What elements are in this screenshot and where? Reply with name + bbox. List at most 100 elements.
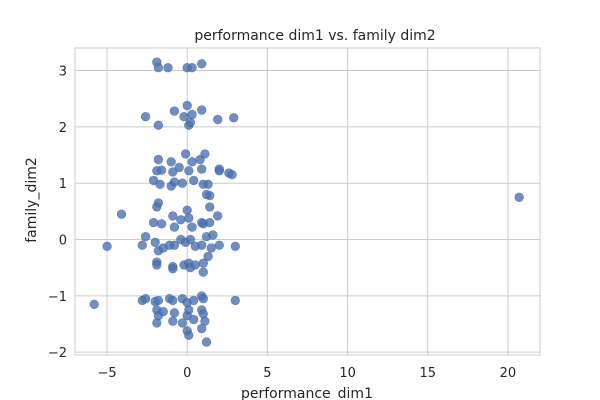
data-point <box>200 149 210 159</box>
x-tick-labels: −5 0 5 10 15 20 <box>97 366 516 381</box>
y-tick-label: −2 <box>48 346 67 361</box>
data-point <box>168 295 178 306</box>
data-point <box>203 251 213 262</box>
data-point <box>214 164 225 174</box>
data-point <box>190 260 201 270</box>
data-point <box>198 267 209 277</box>
data-point <box>229 113 239 123</box>
data-point <box>185 117 196 128</box>
data-point <box>184 330 194 340</box>
data-point <box>180 149 191 159</box>
x-tick-label: 5 <box>263 366 271 381</box>
data-point <box>189 175 199 186</box>
data-point <box>89 299 99 309</box>
data-point <box>150 237 160 248</box>
data-point <box>197 323 207 334</box>
data-point <box>152 318 162 328</box>
x-tick-label: 10 <box>339 366 356 381</box>
data-point <box>140 111 151 122</box>
data-point <box>137 240 148 250</box>
data-point <box>168 211 178 221</box>
data-point <box>184 213 194 223</box>
data-point <box>185 234 196 245</box>
y-tick-label: 3 <box>59 65 67 80</box>
data-point <box>189 295 199 306</box>
data-point <box>152 202 162 212</box>
data-point <box>166 157 176 167</box>
x-axis-label: performance_dim1 <box>241 386 373 400</box>
y-tick-label: 2 <box>59 121 67 136</box>
plot-area-frame <box>74 47 541 356</box>
data-point <box>177 318 188 328</box>
data-points <box>89 57 524 347</box>
data-point <box>168 167 178 177</box>
data-point <box>187 157 197 167</box>
data-point <box>198 294 209 304</box>
data-point <box>177 178 188 188</box>
data-point <box>169 240 180 250</box>
data-point <box>168 264 178 274</box>
data-point <box>152 260 162 270</box>
data-point <box>187 62 197 73</box>
data-point <box>156 219 167 229</box>
y-tick-label: −1 <box>48 290 67 305</box>
y-tick-labels: −2 −1 0 1 2 3 <box>48 65 67 362</box>
data-point <box>514 192 524 203</box>
data-point <box>148 217 159 228</box>
data-point <box>205 217 215 228</box>
data-point <box>205 202 215 212</box>
data-point <box>230 295 241 306</box>
x-tick-label: 20 <box>500 366 517 381</box>
data-point <box>184 305 194 315</box>
data-point <box>102 241 112 252</box>
data-point <box>187 222 197 232</box>
x-tick-label: 0 <box>183 366 191 381</box>
data-point <box>182 100 192 111</box>
data-point <box>206 243 217 253</box>
chart-title: performance dim1 vs. family dim2 <box>194 28 435 44</box>
data-point <box>158 306 168 317</box>
data-point <box>116 209 127 219</box>
data-point <box>174 162 184 173</box>
data-point <box>155 179 165 190</box>
data-point <box>182 205 192 215</box>
data-point <box>197 164 207 174</box>
data-point <box>166 181 176 191</box>
data-point <box>153 120 164 130</box>
data-point <box>208 230 218 240</box>
data-point <box>197 240 207 250</box>
data-point <box>176 215 186 225</box>
data-point <box>198 258 209 268</box>
data-point <box>153 62 164 73</box>
data-point <box>213 211 223 221</box>
data-point <box>189 314 199 325</box>
data-point <box>169 106 180 116</box>
data-point <box>201 189 212 200</box>
grid-lines <box>75 48 540 355</box>
data-point <box>163 62 173 73</box>
data-point <box>213 114 223 125</box>
data-point <box>153 154 164 165</box>
y-tick-label: 1 <box>59 177 67 192</box>
data-point <box>227 170 237 180</box>
y-tick-label: 0 <box>59 234 67 249</box>
x-tick-label: −5 <box>97 366 116 381</box>
data-point <box>140 232 151 242</box>
data-point <box>197 59 207 69</box>
y-axis-label: family_dim2 <box>24 157 40 243</box>
x-tick-label: 15 <box>419 366 436 381</box>
data-point <box>230 241 241 252</box>
data-point <box>201 337 212 347</box>
data-point <box>169 308 180 318</box>
data-point <box>187 109 197 120</box>
data-point <box>203 179 213 190</box>
data-point <box>169 222 180 232</box>
data-point <box>140 294 151 304</box>
data-point <box>168 316 178 326</box>
data-point <box>156 165 167 175</box>
data-point <box>197 105 207 115</box>
data-point <box>153 295 164 306</box>
data-point <box>184 166 194 176</box>
